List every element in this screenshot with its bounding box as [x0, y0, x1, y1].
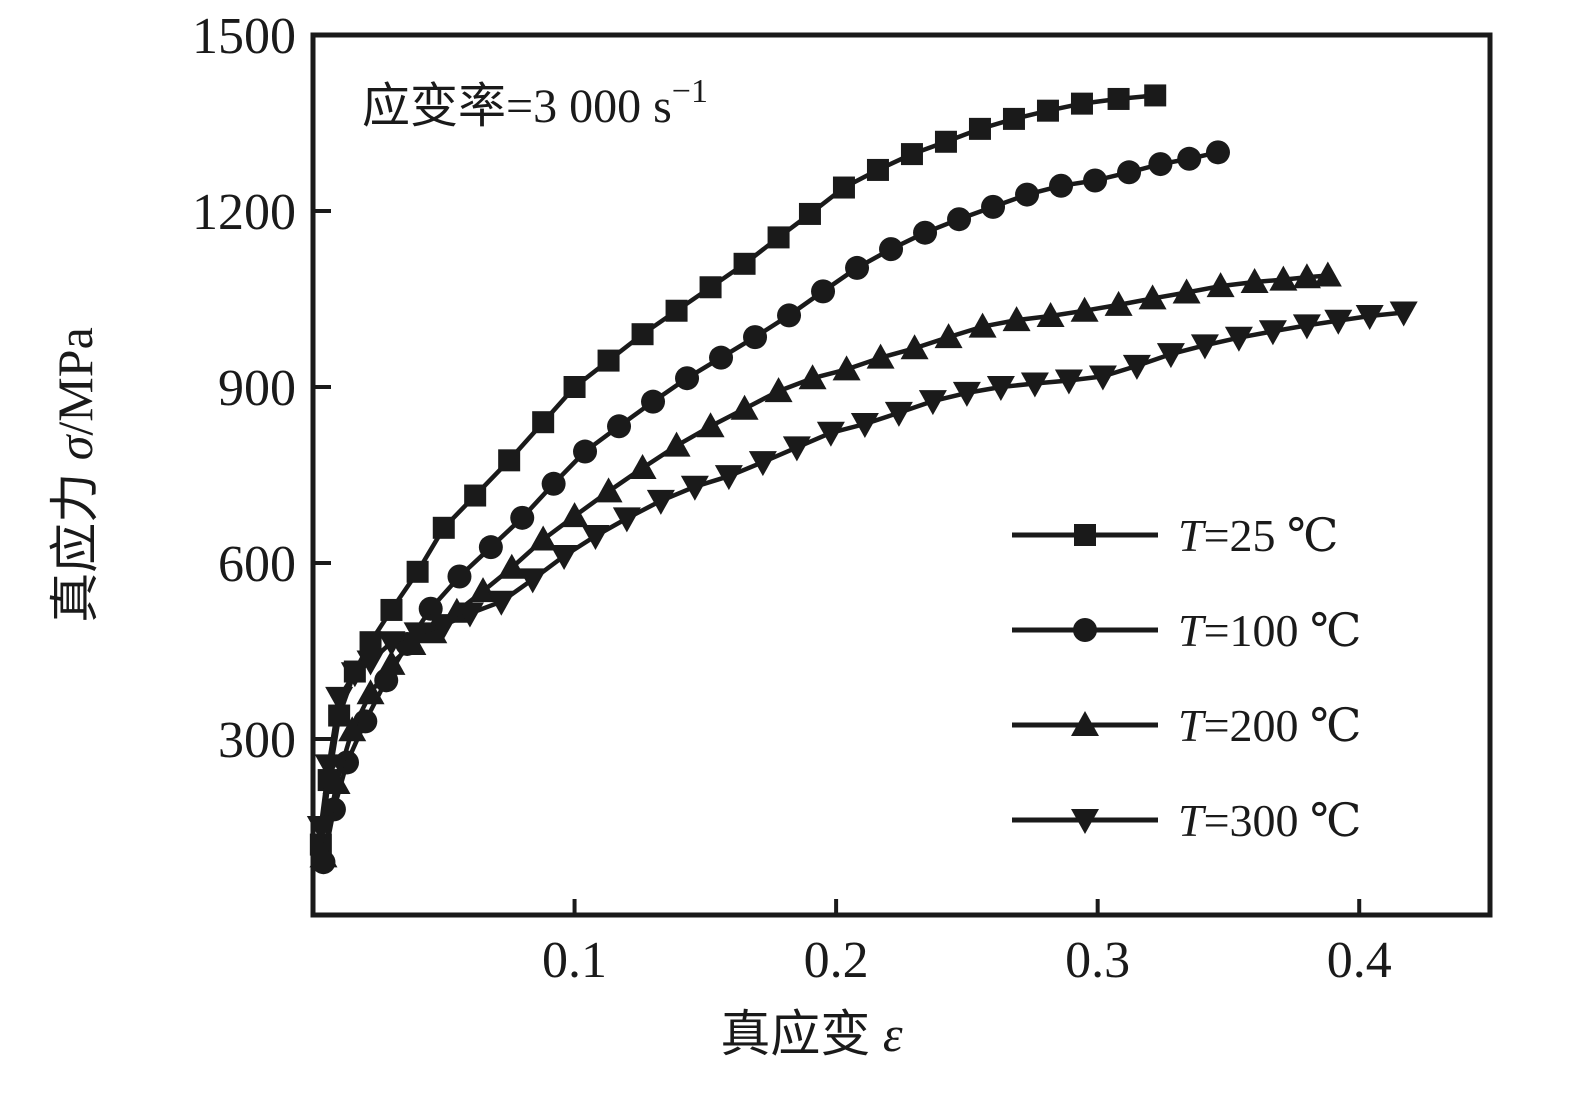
y-tick-label: 1200 [192, 184, 296, 241]
series-triangle-up [309, 261, 1342, 868]
legend-label: T=100 ℃ [1178, 605, 1362, 656]
legend-entry-circle: T=100 ℃ [1012, 605, 1362, 656]
y-tick-label: 600 [218, 536, 296, 593]
legend-label: T=200 ℃ [1178, 700, 1362, 751]
y-tick-label: 1500 [192, 8, 296, 65]
y-tick-label: 300 [218, 712, 296, 769]
strain-rate-annotation: 应变率=3 000 s−1 [362, 73, 708, 133]
legend-entry-square: T=25 ℃ [1012, 510, 1339, 561]
y-tick-label: 900 [218, 360, 296, 417]
legend-entry-triangle-up: T=200 ℃ [1012, 700, 1362, 751]
legend-label: T=25 ℃ [1178, 510, 1339, 561]
series-circle [311, 140, 1230, 875]
legend-label: T=300 ℃ [1178, 795, 1362, 846]
y-axis-title: 真应力 σ/MPa [47, 327, 103, 623]
x-tick-label: 0.1 [542, 932, 607, 989]
plot-frame [310, 32, 1493, 918]
x-tick-label: 0.4 [1327, 932, 1392, 989]
series-triangle-down [306, 301, 1418, 841]
x-tick-label: 0.3 [1065, 932, 1130, 989]
legend-entry-triangle-down: T=300 ℃ [1012, 795, 1362, 846]
x-tick-label: 0.2 [804, 932, 869, 989]
x-axis-title: 真应变 ε [720, 1006, 903, 1062]
